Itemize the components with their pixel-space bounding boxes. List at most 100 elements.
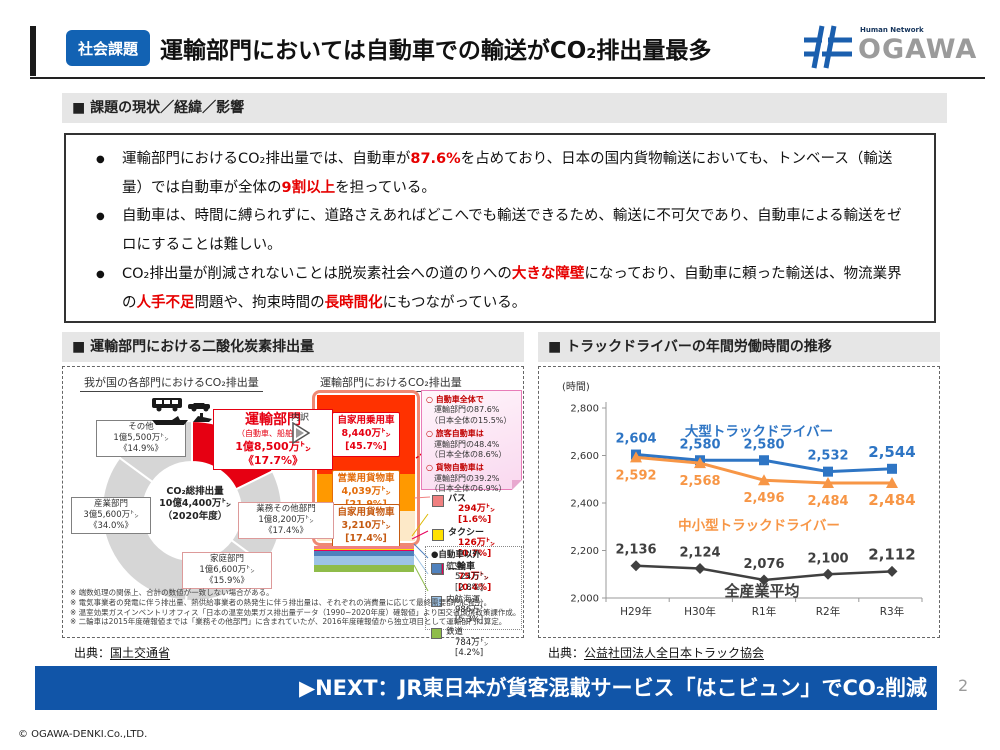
bullet-item: ● CO₂排出量が削減されないことは脱炭素社会への道のりへの大きな障壁になっており… <box>96 260 910 317</box>
data-label: 2,604 <box>615 432 656 447</box>
next-banner-text: NEXT：JR東日本が貨客混載サービス「はこビュン」でCO₂削減 <box>315 676 927 700</box>
donut-label-other: その他 1億5,500万㌧ 《14.9%》 <box>96 420 186 458</box>
bar-segment-鉄道 <box>314 564 414 572</box>
donut-center-line3: （2020年度） <box>162 510 228 522</box>
value: 1億5,500万㌧ <box>113 433 169 444</box>
right-chart-panel <box>538 366 940 638</box>
bar-segment-内航海運 <box>314 555 414 565</box>
bullet-marker: ● <box>96 211 105 223</box>
donut-label-industry: 産業部門 3億5,600万㌧ 《34.0%》 <box>71 497 151 535</box>
footnote: ※ 温室効果ガスインベントリオフィス「日本の温室効果ガス排出量データ（1990~… <box>70 607 521 617</box>
y-tick: 2,400 <box>570 499 599 510</box>
driver-hours-line-chart: 2,800 2,600 2,400 2,200 2,000 (時間) H29年 H30年 R1年… <box>562 381 923 618</box>
issue-bullet-box: ● 運輸部門におけるCO₂排出量では、自動車が87.6%を占めており、日本の国内貨… <box>64 133 936 323</box>
legend-swatch <box>432 495 444 507</box>
bullet-marker: ● <box>96 268 105 280</box>
legend-swatch <box>432 529 444 542</box>
donut-chart-subtitle: 我が国の各部門におけるCO₂排出量 <box>80 374 263 392</box>
data-label: 2,592 <box>615 468 656 483</box>
donut-center-line2: 10億4,400万㌧ <box>159 498 231 510</box>
label: 家庭部門 <box>209 554 244 564</box>
data-label: 2,568 <box>679 474 720 489</box>
legend-item-内航海運: 内航海運 986万㌧ [5.3%] <box>431 595 516 626</box>
vehicle-icons <box>152 398 212 425</box>
x-tick: H29年 <box>620 605 652 618</box>
donut-label-household: 家庭部門 1億6,600万㌧ 《15.9%》 <box>182 552 272 590</box>
series-label-average: 全産業平均 <box>723 582 799 600</box>
sublabel: （自動車、船舶等） <box>237 429 309 439</box>
label: 運輸部門 <box>245 412 301 428</box>
note-item: ○ 旅客自動車は 運輸部門の48.4% （日本全体の8.6%） <box>426 429 507 459</box>
note-item: ○ 自動車全体で 運輸部門の87.6% （日本全体の15.5%） <box>426 395 512 425</box>
page-number: 2 <box>958 676 969 695</box>
value: 3億5,600万㌧ <box>83 510 139 521</box>
legend-item-鉄道: 鉄道 784万㌧ [4.2%] <box>431 627 516 658</box>
next-banner: ▶NEXT：JR東日本が貨客混載サービス「はこビュン」でCO₂削減 <box>35 666 937 710</box>
data-label: 2,580 <box>743 437 784 452</box>
data-label: 2,484 <box>868 491 915 509</box>
bullet-text: CO₂排出量が削減されないことは脱炭素社会への道のりへの大きな障壁になっており、… <box>122 265 902 311</box>
category-badge: 社会課題 <box>66 30 150 66</box>
y-tick: 2,200 <box>570 546 599 557</box>
header-accent-bar <box>30 26 36 76</box>
bullet-text: 運輸部門におけるCO₂排出量では、自動車が87.6%を占めており、日本の国内貨物… <box>122 151 893 196</box>
series-label-medium: 中小型トラックドライバー <box>678 517 840 534</box>
ogawa-logo: Human Network OGAWA <box>802 24 987 74</box>
next-arrow-icon: ▶ <box>298 676 316 700</box>
issue-section-title: ■ 課題の現状／経緯／影響 <box>62 93 947 123</box>
auto-share-note: ○ 自動車全体で 運輸部門の87.6% （日本全体の15.5%） ○ 旅客自動車は… <box>421 390 522 493</box>
bar-segment-タクシー <box>314 548 414 551</box>
value: 1億6,600万㌧ <box>199 565 255 576</box>
data-label: 2,532 <box>807 449 848 464</box>
legend-swatch <box>431 628 442 640</box>
bar-segment-自家用貨物車: 自家用貨物車 3,210万㌧ [17.4%] <box>317 504 415 549</box>
footnote: ※ 二輪車は2015年度確報値までは「業務その他部門」に含まれていたが、2016… <box>70 617 507 627</box>
y-tick: 2,600 <box>570 451 599 462</box>
bullet-marker: ● <box>96 154 105 165</box>
header-rule <box>30 77 985 79</box>
pct: 《34.0%》 <box>88 521 133 532</box>
note-fold <box>512 480 522 490</box>
data-label: 2,136 <box>615 543 656 558</box>
series-label-large: 大型トラックドライバー <box>685 423 833 440</box>
data-label: 2,544 <box>868 443 915 461</box>
right-source: 出典：公益社団法人全日本トラック協会 <box>548 644 764 661</box>
x-tick: R2年 <box>816 605 840 618</box>
label: その他 <box>128 422 154 432</box>
breakdown-label: 内訳 <box>291 413 310 423</box>
x-tick: H30年 <box>684 605 716 618</box>
bullet-item: ● 自動車は、時間に縛られずに、道路さえあればどこへでも輸送できるため、輸送に不可… <box>96 202 910 259</box>
breakdown-arrow-icon <box>292 422 310 444</box>
legend-swatch <box>431 595 442 607</box>
left-source: 出典：国土交通省 <box>74 644 170 661</box>
copyright: © OGAWA-DENKI.Co.,LTD. <box>18 729 148 740</box>
donut-label-transport: 運輸部門 （自動車、船舶等） 1億8,500万㌧ 《17.7%》 <box>213 409 333 471</box>
bar-segment-バス <box>314 546 414 549</box>
bullet-text: 自動車は、時間に縛られずに、道路さえあればどこへでも輸送できるため、輸送に不可欠… <box>122 208 902 254</box>
x-tick: R3年 <box>880 605 904 618</box>
data-label: 2,076 <box>743 557 784 572</box>
bar-segment-航空 <box>314 550 414 556</box>
transport-stacked-bar-small-segments <box>314 546 414 572</box>
data-label: 2,112 <box>868 545 915 563</box>
footnote: ※ 端数処理の関係上、合計の数値が一致しない場合がある。 <box>70 588 274 597</box>
legend-item-バス: バス 294万㌧ [1.6%] <box>432 494 524 525</box>
data-label: 2,124 <box>679 546 720 561</box>
legend-item-タクシー: タクシー 126万㌧ [0.7%] <box>432 528 524 559</box>
value: 1億8,500万㌧ <box>235 439 311 453</box>
logo-subtext: Human Network <box>860 26 924 34</box>
legend-swatch <box>431 563 442 575</box>
right-chart-title: ■ トラックドライバーの年間労働時間の推移 <box>538 332 940 362</box>
label: 業務その他部門 <box>256 504 316 514</box>
x-tick: R1年 <box>752 605 776 618</box>
bar-segment-自家用乗用車: 自家用乗用車 8,440万㌧ [45.7%] <box>317 395 415 474</box>
footnotes: ※ 端数処理の関係上、合計の数値が一致しない場合がある。 ※ 電気事業者の発電に伴… <box>70 588 520 627</box>
ogawa-logo-icon <box>804 25 852 69</box>
data-label: 2,484 <box>807 494 848 509</box>
value: 1億8,200万㌧ <box>258 515 314 526</box>
donut-label-business: 業務その他部門 1億8,200万㌧ 《17.4%》 <box>238 502 334 540</box>
logo-text: OGAWA <box>858 34 978 65</box>
pct: 《17.4%》 <box>263 526 308 537</box>
source-prefix: 出典： <box>548 646 585 660</box>
